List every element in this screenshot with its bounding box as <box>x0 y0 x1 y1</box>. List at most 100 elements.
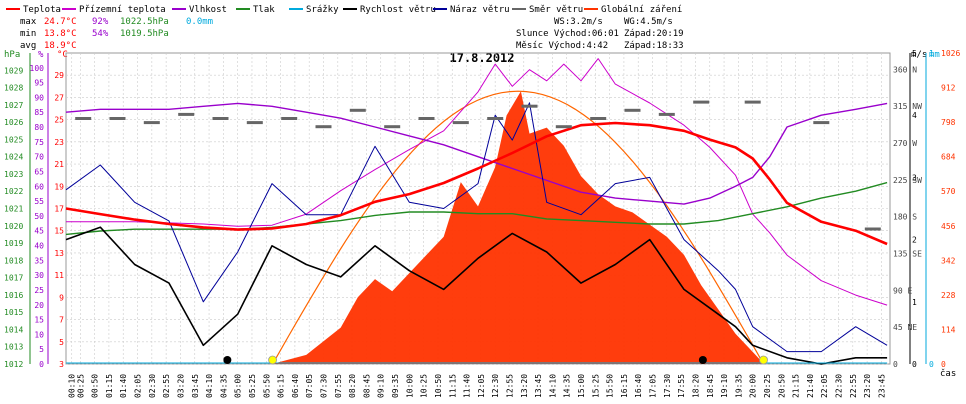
x-tick-label: 22:55 <box>849 374 858 398</box>
wind-direction-mark <box>864 227 881 231</box>
wind-direction-mark <box>624 108 641 112</box>
wind-direction-mark <box>813 121 830 125</box>
solar-radiation-area <box>272 91 765 364</box>
unit-cas: čas <box>940 368 956 379</box>
wind_ms-tick: 3 <box>912 173 917 182</box>
pressure_hpa-tick: 1014 <box>4 325 23 334</box>
wind-direction-mark <box>590 117 607 120</box>
x-tick-label: 02:30 <box>148 374 157 398</box>
wind_dir-tick: 180 S <box>893 213 917 222</box>
wind_dir-tick: 90 E <box>893 286 912 295</box>
solar_wm2-tick: 228 <box>941 291 956 300</box>
wind_ms-tick: 0 <box>912 360 917 369</box>
x-tick-label: 23:20 <box>863 374 872 398</box>
x-tick-label: 23:45 <box>877 374 886 398</box>
humidity_pct-tick: 80 <box>34 123 44 132</box>
pressure_hpa-tick: 1029 <box>4 66 23 75</box>
stat-min-temp: 13.8°C <box>44 29 77 39</box>
unit-pct: % <box>38 50 44 60</box>
wind_dir-tick: 270 W <box>893 139 917 148</box>
solar_wm2-tick: 1026 <box>941 49 960 58</box>
stat-min-label: min <box>20 29 36 39</box>
wind-direction-mark <box>452 121 469 125</box>
x-tick-label: 10:50 <box>434 374 443 398</box>
wind-direction-mark <box>349 108 366 112</box>
x-tick-label: 15:25 <box>591 374 600 398</box>
wind-direction-mark <box>693 100 710 104</box>
legend-label-vlhkost: Vlhkost <box>189 5 227 15</box>
humidity_pct-tick: 25 <box>34 286 44 295</box>
stat-avg-temp: 18.9°C <box>44 41 77 51</box>
pressure_hpa-tick: 1028 <box>4 84 23 93</box>
solar_wm2-tick: 798 <box>941 118 956 127</box>
wind-speed-info: WS:3.2m/s <box>554 17 603 27</box>
moon-rise-info: Měsíc Východ:4:42 <box>516 41 608 51</box>
legend-label-smer-vetru: Směr větru <box>529 5 583 15</box>
x-tick-label: 09:35 <box>391 374 400 398</box>
solar_wm2-tick: 684 <box>941 153 956 162</box>
wind-direction-mark <box>178 112 195 116</box>
series-prizemni-teplota <box>66 58 888 306</box>
humidity_pct-tick: 95 <box>34 79 44 88</box>
temperature_c-tick: 13 <box>54 249 64 258</box>
humidity_pct-tick: 100 <box>30 64 45 73</box>
x-tick-label: 00:50 <box>91 374 100 398</box>
x-tick-label: 02:05 <box>134 374 143 398</box>
x-tick-label: 00:10 <box>68 374 77 398</box>
pressure_hpa-tick: 1024 <box>4 153 23 162</box>
solar_wm2-tick: 0 <box>941 360 946 369</box>
pressure_hpa-tick: 1023 <box>4 170 23 179</box>
series-vlhkost <box>65 102 888 205</box>
wind-direction-mark <box>315 125 332 129</box>
wind-direction-mark <box>143 121 160 125</box>
humidity_pct-tick: 90 <box>34 93 44 102</box>
x-tick-label: 20:50 <box>777 374 786 398</box>
temperature_c-tick: 27 <box>54 93 64 102</box>
wind_ms-tick: 2 <box>912 236 917 245</box>
x-tick-label: 22:05 <box>820 374 829 398</box>
legend-label-tlak: Tlak <box>253 5 275 15</box>
temperature_c-tick: 9 <box>59 293 64 302</box>
wind_dir-tick: 45 NE <box>893 323 917 332</box>
x-tick-label: 10:25 <box>420 374 429 398</box>
stat-max-rain: 0.0mm <box>186 17 213 27</box>
x-tick-label: 12:55 <box>505 374 514 398</box>
wind-direction-mark <box>75 117 92 120</box>
series-rychlost-vetru <box>65 226 888 365</box>
humidity_pct-tick: 15 <box>34 316 44 325</box>
pressure_hpa-tick: 1025 <box>4 135 23 144</box>
x-tick-label: 17:55 <box>677 374 686 398</box>
chart-title: 17.8.2012 <box>449 51 514 65</box>
humidity_pct-tick: 65 <box>34 167 44 176</box>
legend-label-prizemni-teplota: Přízemní teplota <box>79 5 166 15</box>
rain_mm-tick: 0 <box>929 360 934 369</box>
x-tick-label: 10:00 <box>405 374 414 398</box>
x-tick-label: 01:15 <box>105 374 114 398</box>
x-tick-label: 06:15 <box>277 374 286 398</box>
rain_mm-tick: 1 <box>929 49 934 58</box>
pressure_hpa-tick: 1021 <box>4 205 23 214</box>
sun-set-info: Západ:20:19 <box>624 29 684 39</box>
x-tick-label: 07:05 <box>305 374 314 398</box>
humidity_pct-tick: 35 <box>34 256 44 265</box>
wind-direction-mark <box>418 117 435 120</box>
temperature_c-tick: 5 <box>59 338 64 347</box>
x-tick-label: 19:35 <box>734 374 743 398</box>
x-tick-label: 20:00 <box>749 374 758 398</box>
legend-label-teplota: Teplota <box>23 5 61 15</box>
wind_ms-tick: 5 <box>912 49 917 58</box>
pressure_hpa-tick: 1016 <box>4 291 23 300</box>
wind-direction-mark <box>246 121 263 125</box>
pressure_hpa-tick: 1012 <box>4 360 23 369</box>
series-teplota <box>65 121 888 246</box>
x-tick-label: 16:40 <box>634 374 643 398</box>
temperature_c-tick: 17 <box>54 205 64 214</box>
x-tick-label: 03:45 <box>191 374 200 398</box>
x-tick-label: 15:50 <box>606 374 615 398</box>
wind_dir-tick: 135 SE <box>893 250 922 259</box>
humidity_pct-tick: 45 <box>34 227 44 236</box>
x-tick-label: 05:50 <box>262 374 271 398</box>
series-naraz-vetru <box>65 102 888 353</box>
